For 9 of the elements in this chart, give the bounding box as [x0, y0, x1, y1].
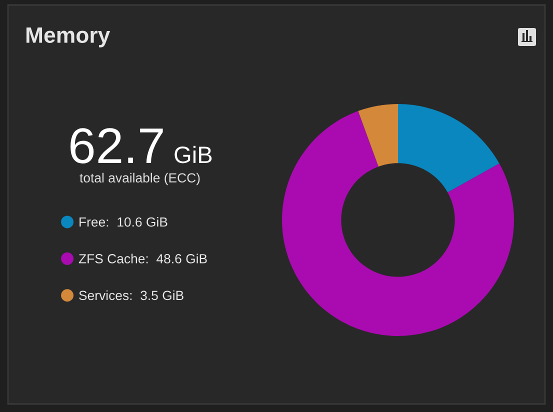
donut-slice [398, 104, 500, 192]
donut-slice [358, 104, 398, 167]
donut-slice [282, 111, 514, 336]
text: 62.7 GiB [70, 128, 212, 164]
chart-title: Memory [26, 27, 110, 48]
text: total available (ECC) [80, 172, 200, 186]
legend-label: Free: 10.6 GiB [80, 217, 168, 227]
legend-label: ZFS Cache: 48.6 GiB [78, 254, 207, 264]
legend-label: Services: 3.5 GiB [79, 290, 184, 300]
